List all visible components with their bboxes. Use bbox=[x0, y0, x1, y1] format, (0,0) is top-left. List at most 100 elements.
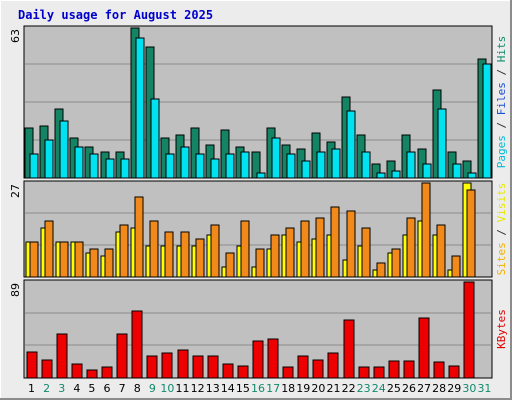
day-label-9: 9 bbox=[149, 382, 156, 395]
day-label-13: 13 bbox=[206, 382, 220, 395]
bar-kbytes-day-26 bbox=[403, 360, 415, 379]
bar-kbytes-day-17 bbox=[267, 338, 279, 379]
bar-visits-day-22 bbox=[346, 210, 356, 278]
bar-visits-day-5 bbox=[89, 248, 99, 278]
bar-kbytes-day-14 bbox=[222, 363, 234, 379]
bar-files-day-29 bbox=[452, 163, 462, 179]
bar-kbytes-day-25 bbox=[388, 360, 400, 379]
day-label-4: 4 bbox=[73, 382, 80, 395]
side-label-separator: / bbox=[495, 115, 508, 135]
bar-visits-day-20 bbox=[315, 217, 325, 278]
panel-kbytes: 89 KBytes bbox=[9, 279, 508, 379]
bar-hits-day-25 bbox=[386, 160, 396, 179]
bar-visits-day-14 bbox=[225, 252, 235, 278]
bar-files-day-22 bbox=[346, 110, 356, 179]
bar-visits-day-13 bbox=[210, 224, 220, 278]
bar-files-day-16 bbox=[256, 172, 266, 179]
bar-files-day-8 bbox=[135, 37, 145, 179]
bar-hits-day-24 bbox=[371, 163, 381, 179]
day-label-14: 14 bbox=[221, 382, 235, 395]
bar-files-day-9 bbox=[150, 98, 160, 179]
bar-hits-day-1 bbox=[24, 127, 34, 179]
bar-visits-day-18 bbox=[285, 227, 295, 278]
bar-kbytes-day-20 bbox=[312, 359, 324, 379]
bar-visits-day-6 bbox=[104, 248, 114, 278]
bar-kbytes-day-27 bbox=[418, 317, 430, 379]
panel-max-label: 27 bbox=[9, 184, 22, 198]
bar-visits-day-21 bbox=[330, 206, 340, 278]
day-label-15: 15 bbox=[236, 382, 250, 395]
bar-visits-day-15 bbox=[240, 220, 250, 278]
day-label-30: 30 bbox=[462, 382, 476, 395]
day-label-22: 22 bbox=[342, 382, 356, 395]
bar-kbytes-day-5 bbox=[86, 369, 98, 379]
bar-visits-day-3 bbox=[59, 241, 69, 278]
series-hits bbox=[24, 27, 487, 179]
day-label-17: 17 bbox=[266, 382, 280, 395]
bar-files-day-1 bbox=[29, 153, 39, 179]
bar-visits-day-11 bbox=[180, 231, 190, 278]
bar-files-day-10 bbox=[165, 153, 175, 179]
bar-files-day-12 bbox=[195, 153, 205, 179]
bar-files-day-19 bbox=[301, 160, 311, 179]
bar-files-day-28 bbox=[437, 108, 447, 179]
bar-visits-day-17 bbox=[270, 234, 280, 278]
day-label-23: 23 bbox=[357, 382, 371, 395]
bar-hits-day-16 bbox=[251, 151, 261, 179]
panel-side-label: KBytes bbox=[495, 309, 508, 349]
bar-hits-day-12 bbox=[190, 127, 200, 179]
day-label-10: 10 bbox=[160, 382, 174, 395]
bar-visits-day-16 bbox=[255, 248, 265, 278]
side-label-files: Files bbox=[495, 82, 508, 115]
bar-files-day-31 bbox=[482, 63, 492, 179]
day-label-19: 19 bbox=[296, 382, 310, 395]
bar-files-day-14 bbox=[225, 153, 235, 179]
bar-visits-day-9 bbox=[149, 220, 159, 278]
day-label-6: 6 bbox=[104, 382, 111, 395]
day-label-8: 8 bbox=[134, 382, 141, 395]
bar-visits-day-23 bbox=[361, 227, 371, 278]
bar-files-day-15 bbox=[240, 151, 250, 179]
bar-visits-day-30 bbox=[466, 189, 476, 278]
panel-hits: 63 Pages / Files / Hits bbox=[9, 25, 508, 179]
bar-visits-day-7 bbox=[119, 224, 129, 278]
bar-kbytes-day-28 bbox=[433, 361, 445, 379]
side-label-visits: Visits bbox=[495, 183, 508, 223]
day-label-24: 24 bbox=[372, 382, 386, 395]
panel-visits: 27 Sites / Visits bbox=[9, 180, 508, 278]
bar-kbytes-day-16 bbox=[252, 340, 264, 379]
bar-files-day-21 bbox=[331, 148, 341, 179]
side-label-sites: Sites bbox=[495, 242, 508, 275]
bar-visits-day-25 bbox=[391, 248, 401, 278]
day-label-18: 18 bbox=[281, 382, 295, 395]
bar-files-day-23 bbox=[361, 151, 371, 179]
day-label-26: 26 bbox=[402, 382, 416, 395]
bar-visits-day-2 bbox=[44, 220, 54, 278]
bar-files-day-6 bbox=[105, 158, 115, 179]
bar-hits-day-30 bbox=[462, 160, 472, 179]
bar-kbytes-day-10 bbox=[161, 352, 173, 379]
bar-visits-day-4 bbox=[74, 241, 84, 278]
day-label-12: 12 bbox=[191, 382, 205, 395]
bar-files-day-17 bbox=[271, 137, 281, 179]
bar-files-day-24 bbox=[376, 172, 386, 179]
series-files bbox=[29, 37, 492, 179]
bar-files-day-18 bbox=[286, 153, 296, 179]
day-label-7: 7 bbox=[119, 382, 126, 395]
bar-kbytes-day-23 bbox=[358, 366, 370, 379]
bar-kbytes-day-1 bbox=[26, 351, 38, 379]
series-kbytes bbox=[26, 281, 475, 379]
bar-files-day-5 bbox=[89, 153, 99, 179]
day-label-3: 3 bbox=[58, 382, 65, 395]
bar-files-day-20 bbox=[316, 151, 326, 179]
bar-kbytes-day-29 bbox=[448, 365, 460, 379]
bar-kbytes-day-30 bbox=[463, 281, 475, 379]
bar-kbytes-day-7 bbox=[116, 333, 128, 379]
panel-side-label: Pages / Files / Hits bbox=[495, 36, 508, 169]
panel-max-label: 89 bbox=[9, 283, 22, 297]
bar-kbytes-day-22 bbox=[343, 319, 355, 379]
bar-visits-day-10 bbox=[164, 231, 174, 278]
day-label-25: 25 bbox=[387, 382, 401, 395]
day-label-20: 20 bbox=[311, 382, 325, 395]
